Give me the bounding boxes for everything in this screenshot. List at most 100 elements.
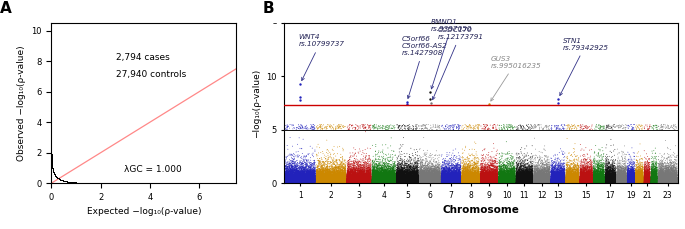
Point (580, 172, 591, 176)
Point (590, 181, 601, 184)
Point (516, 176, 527, 180)
Point (351, 181, 362, 185)
Point (666, 181, 677, 185)
Point (284, 179, 295, 183)
Point (367, 170, 378, 173)
Point (370, 169, 381, 173)
Point (378, 180, 389, 184)
Point (434, 174, 445, 177)
Point (557, 180, 568, 184)
Point (286, 176, 297, 180)
Point (557, 176, 568, 180)
Point (303, 175, 314, 179)
Point (470, 180, 481, 183)
Point (649, 178, 660, 182)
Point (378, 176, 389, 180)
Point (342, 173, 353, 177)
Point (625, 178, 636, 182)
Point (488, 174, 499, 178)
Point (59, 179, 70, 183)
Point (556, 180, 566, 183)
Point (589, 178, 600, 182)
Point (406, 172, 416, 176)
Point (550, 176, 561, 180)
Point (531, 165, 542, 168)
Point (79, 181, 90, 185)
Point (335, 174, 346, 178)
Point (356, 178, 366, 182)
Point (555, 181, 566, 185)
Point (606, 176, 617, 180)
Point (503, 175, 514, 179)
Point (498, 178, 509, 182)
Point (591, 179, 602, 183)
Point (324, 171, 335, 175)
Point (620, 177, 631, 181)
Point (447, 180, 458, 183)
Point (355, 181, 366, 185)
Point (307, 177, 318, 180)
Point (669, 181, 680, 185)
Point (296, 179, 307, 182)
Point (560, 172, 571, 176)
Point (647, 180, 658, 184)
Point (441, 180, 452, 184)
Point (640, 180, 651, 183)
Point (434, 181, 445, 184)
Point (661, 179, 672, 183)
Point (473, 181, 484, 185)
Point (352, 175, 363, 178)
Point (423, 181, 434, 185)
Point (384, 175, 395, 179)
Point (656, 181, 667, 185)
Point (576, 177, 587, 181)
Point (401, 180, 412, 183)
Point (548, 181, 559, 185)
Point (481, 174, 492, 178)
Point (340, 178, 351, 182)
Point (522, 177, 533, 180)
Point (623, 175, 634, 179)
Point (632, 178, 643, 181)
Point (349, 170, 360, 174)
Point (484, 180, 495, 184)
Point (379, 178, 390, 182)
Point (71, 181, 82, 184)
Point (64, 180, 75, 184)
Point (666, 180, 677, 184)
Point (350, 172, 361, 176)
Point (531, 179, 542, 183)
Point (412, 176, 423, 180)
Point (361, 174, 372, 178)
Point (554, 181, 565, 185)
Point (617, 181, 628, 185)
Point (87, 181, 98, 185)
Point (481, 181, 492, 185)
Point (470, 181, 481, 184)
Point (347, 173, 358, 177)
Point (438, 167, 449, 171)
Point (46, 158, 57, 162)
Point (445, 171, 456, 174)
Point (546, 180, 557, 184)
Point (640, 181, 651, 185)
Point (533, 176, 544, 180)
Point (616, 181, 627, 185)
Point (306, 165, 317, 168)
Point (595, 181, 606, 185)
Point (52, 176, 63, 180)
Point (523, 173, 534, 176)
Point (490, 159, 501, 163)
Point (374, 162, 385, 166)
Point (50, 173, 61, 177)
Point (664, 179, 675, 183)
Point (525, 180, 536, 184)
Point (569, 180, 580, 183)
Point (397, 168, 408, 172)
Point (512, 177, 523, 181)
Point (462, 180, 473, 183)
Point (517, 176, 528, 180)
Point (656, 180, 667, 184)
Point (384, 180, 395, 184)
Point (612, 180, 623, 184)
